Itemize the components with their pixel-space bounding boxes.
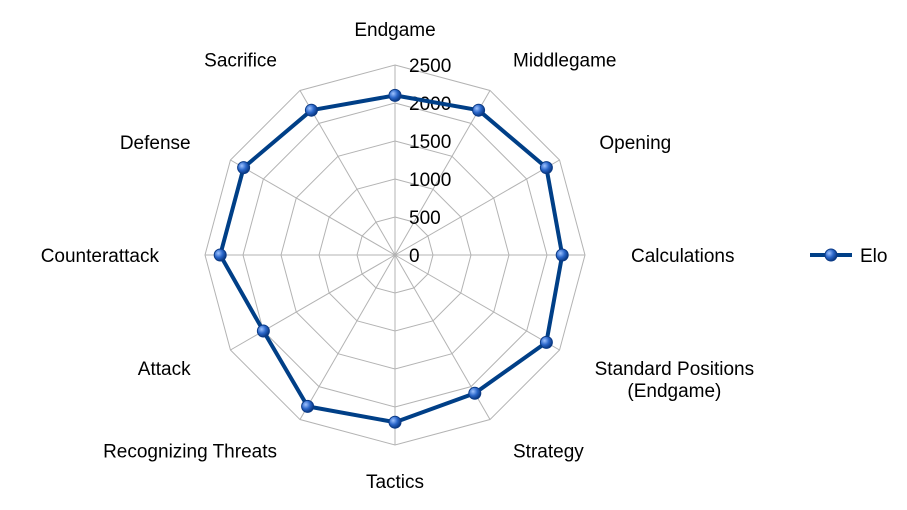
data-point-5 [468,386,482,400]
spoke-4 [394,254,560,351]
category-labels: Endgame Middlegame Opening Calculations Stan… [41,20,754,493]
spoke-11 [299,90,396,256]
data-point-7 [301,399,315,413]
spoke-8 [230,254,396,351]
category-label-4: Standard Positions (Endgame) [595,359,755,402]
tick-label-2500: 2500 [409,56,451,77]
legend: Elo [810,246,887,267]
series-elo [213,88,569,429]
category-label-5: Strategy [513,442,584,463]
data-point-3 [555,248,569,262]
data-point-0 [388,88,402,102]
tick-label-1000: 1000 [409,170,451,191]
category-label-9: Counterattack [41,246,160,267]
category-label-10: Defense [120,133,191,154]
data-point-4 [539,335,553,349]
tick-label-0: 0 [409,246,420,267]
spoke-10 [230,159,396,256]
data-point-9 [213,248,227,262]
series-line-0 [218,93,565,425]
category-label-0: Endgame [354,20,435,41]
radar-grid [204,64,586,446]
data-point-6 [388,415,402,429]
category-label-line: Standard Positions [595,359,755,380]
category-label-11: Sacrifice [204,50,277,71]
category-label-6: Tactics [366,472,424,493]
legend-label-elo: Elo [860,246,887,267]
data-point-1 [472,103,486,117]
legend-marker [824,248,838,262]
tick-label-500: 500 [409,208,441,229]
category-label-line: (Endgame) [627,381,721,402]
data-point-8 [256,324,270,338]
category-label-8: Attack [138,359,191,380]
category-label-7: Recognizing Threats [103,442,277,463]
data-point-10 [237,161,251,175]
category-label-3: Calculations [631,246,735,267]
spoke-1 [394,90,491,256]
data-point-11 [304,103,318,117]
data-point-2 [539,161,553,175]
category-label-2: Opening [599,133,671,154]
spoke-2 [394,159,560,256]
spoke-7 [299,254,396,420]
category-label-1: Middlegame [513,50,617,71]
tick-label-1500: 1500 [409,132,451,153]
